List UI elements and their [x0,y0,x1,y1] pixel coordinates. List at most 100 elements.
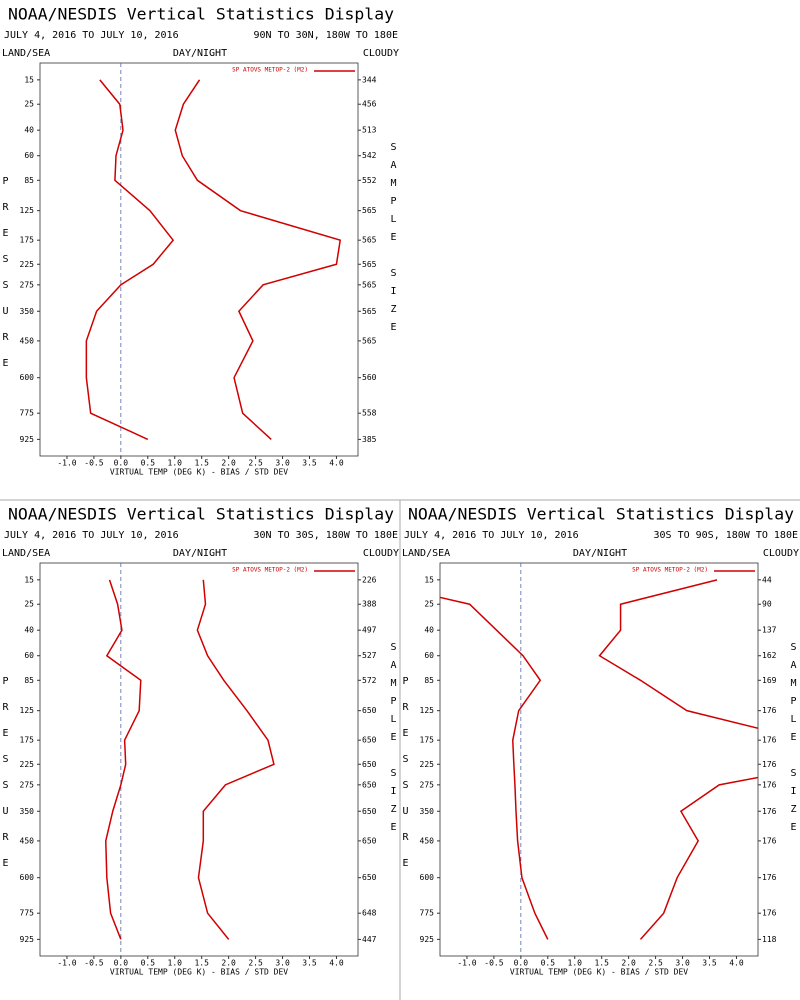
y-axis-label: PRESSURE [0,676,11,884]
sample-size-label: 169 [762,676,777,685]
x-tick-label: 4.0 [329,959,344,968]
sample-size-label: 650 [362,873,377,882]
sample-size-label: 650 [362,736,377,745]
x-tick-label: 3.0 [275,459,290,468]
sample-size-label: 497 [362,626,377,635]
y-tick-label: 275 [20,780,35,789]
x-tick-label: 4.0 [329,459,344,468]
x-tick-label: 0.5 [141,959,156,968]
land-sea: LAND/SEA [402,548,450,559]
panel: NOAA/NESDIS Vertical Statistics Display J… [400,505,799,977]
y-tick-label: 450 [420,836,435,845]
sample-size-label: 565 [362,206,377,215]
sample-size-label: 176 [762,706,777,715]
x-tick-label: 2.5 [248,459,263,468]
legend-label: SP ATOVS METOP-2 (M2) [232,67,308,74]
x-tick-label: -1.0 [57,459,76,468]
y-tick-label: 175 [20,736,35,745]
x-tick-label: 0.0 [514,959,529,968]
y-tick-label: 925 [20,435,35,444]
plot-frame [39,62,359,457]
profile-line [598,579,758,940]
x-tick-label: 2.0 [221,959,236,968]
sample-size-label: 650 [362,836,377,845]
sample-size-label: 565 [362,236,377,245]
y-tick-label: 85 [424,676,434,685]
y-axis-label: PRESSURE [400,676,411,884]
legend-label: SP ATOVS METOP-2 (M2) [232,567,308,574]
sample-size-label: 650 [362,760,377,769]
y-tick-label: 225 [20,760,35,769]
y-tick-label: 775 [420,909,435,918]
y-tick-label: 600 [20,873,35,882]
sample-size-label: 572 [362,676,377,685]
sample-size-label: 565 [362,260,377,269]
cloudy: CLOUDY [363,48,399,59]
date-range: JULY 4, 2016 TO JULY 10, 2016 [404,530,579,541]
sample-size-label: 648 [362,909,377,918]
day-night: DAY/NIGHT [573,548,627,559]
y-tick-label: 60 [24,651,34,660]
x-tick-label: 0.5 [541,959,556,968]
y-tick-label: 350 [420,807,435,816]
y-tick-label: 40 [24,126,34,135]
sample-size-label: 226 [362,575,377,584]
y-tick-label: 25 [24,600,34,609]
y-tick-label: 40 [24,626,34,635]
x-axis-label: VIRTUAL TEMP (DEG K) - BIAS / STD DEV [510,968,688,977]
profile-line [174,79,342,440]
y-tick-label: 350 [20,807,35,816]
x-tick-label: 3.5 [302,459,317,468]
y-tick-label: 25 [424,600,434,609]
y-tick-label: 60 [24,151,34,160]
x-tick-label: 4.0 [729,959,744,968]
y-tick-label: 600 [420,873,435,882]
sample-size-label: 176 [762,873,777,882]
sample-size-label: 527 [362,651,377,660]
chart-title: NOAA/NESDIS Vertical Statistics Display [8,505,394,524]
y-tick-label: 15 [24,575,34,584]
region: 90N TO 30N, 180W TO 180E [254,30,399,41]
x-tick-label: -0.5 [84,959,103,968]
y-tick-label: 600 [20,373,35,382]
x-tick-label: 1.0 [568,959,583,968]
x-tick-label: 2.0 [621,959,636,968]
sample-size-label: 162 [762,651,777,660]
x-tick-label: 0.0 [114,459,129,468]
profile-line [440,596,549,940]
y-tick-label: 275 [20,280,35,289]
x-tick-label: -1.0 [457,959,476,968]
x-tick-label: -0.5 [84,459,103,468]
x-axis-label: VIRTUAL TEMP (DEG K) - BIAS / STD DEV [110,968,288,977]
x-tick-label: 2.0 [221,459,236,468]
y-tick-label: 85 [24,176,34,185]
x-tick-label: 2.5 [648,959,663,968]
sample-size-label: 385 [362,435,377,444]
sample-size-label: 44 [762,575,772,584]
day-night: DAY/NIGHT [173,48,227,59]
land-sea: LAND/SEA [2,48,50,59]
y-tick-label: 450 [20,836,35,845]
x-tick-label: 3.5 [702,959,717,968]
y-tick-label: 125 [420,706,435,715]
sample-size-label: 90 [762,600,772,609]
y-tick-label: 925 [420,935,435,944]
sample-size-label: 565 [362,307,377,316]
y-tick-label: 175 [20,236,35,245]
sample-size-label: 137 [762,626,777,635]
sample-size-label: 560 [362,373,377,382]
legend-label: SP ATOVS METOP-2 (M2) [632,567,708,574]
cloudy: CLOUDY [363,548,399,559]
y-axis-label: PRESSURE [0,176,11,384]
sample-size-label: 513 [362,126,377,135]
y-tick-label: 925 [20,935,35,944]
x-tick-label: 1.0 [168,459,183,468]
x-tick-label: 3.5 [302,959,317,968]
y-tick-label: 775 [20,909,35,918]
x-tick-label: 2.5 [248,959,263,968]
y2-axis-label: SAMPLE SIZE [388,142,399,340]
region: 30S TO 90S, 180W TO 180E [654,530,799,541]
land-sea: LAND/SEA [2,548,50,559]
sample-size-label: 176 [762,909,777,918]
